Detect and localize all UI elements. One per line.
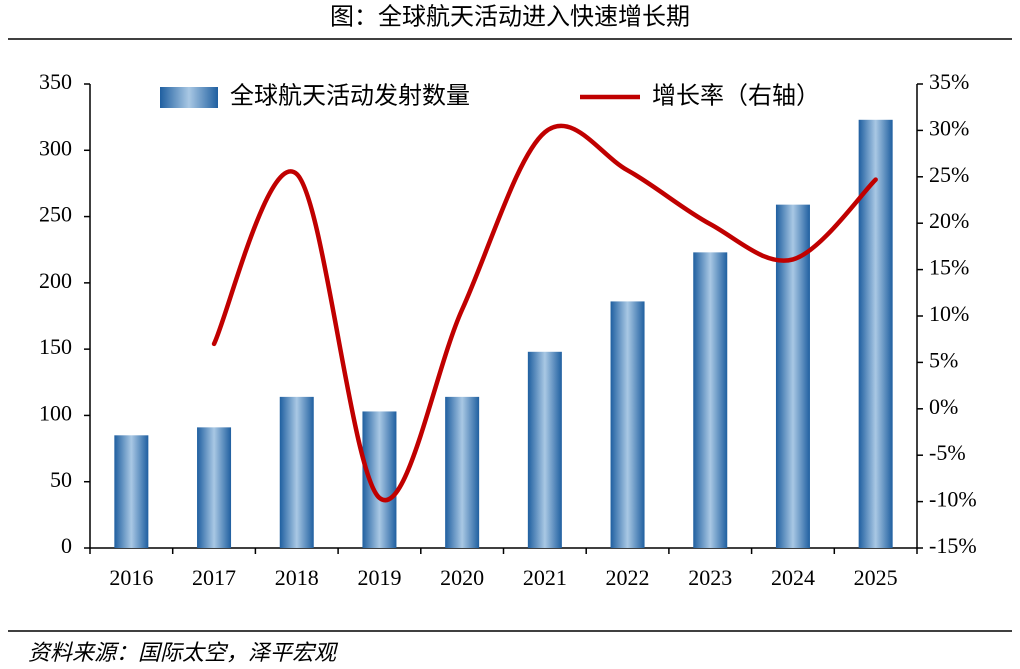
chart-title: 图：全球航天活动进入快速增长期: [330, 4, 690, 31]
bar: [197, 427, 232, 548]
x-tick-label: 2017: [192, 565, 236, 590]
x-tick-label: 2023: [688, 565, 732, 590]
y-tick-label: 150: [39, 334, 72, 359]
x-tick-label: 2024: [771, 565, 815, 590]
bar: [693, 252, 728, 548]
bar: [527, 351, 562, 548]
y2-tick-label: -15%: [929, 533, 977, 558]
y2-tick-label: 35%: [929, 69, 969, 94]
source-note: 资料来源：国际太空，泽平宏观: [28, 640, 339, 665]
x-tick-label: 2025: [854, 565, 898, 590]
y-tick-label: 300: [39, 135, 72, 160]
x-tick-label: 2018: [275, 565, 319, 590]
y-tick-label: 200: [39, 268, 72, 293]
y-tick-label: 50: [50, 467, 72, 492]
bar: [858, 119, 893, 549]
y2-tick-label: 30%: [929, 115, 969, 140]
y2-tick-label: 5%: [929, 347, 958, 372]
legend-label: 增长率（右轴）: [652, 83, 820, 110]
y2-tick-label: 15%: [929, 255, 969, 280]
legend-swatch: [160, 87, 218, 108]
y-tick-label: 0: [61, 533, 72, 558]
y2-tick-label: 20%: [929, 208, 969, 233]
bar: [610, 301, 645, 548]
x-tick-label: 2020: [440, 565, 484, 590]
x-tick-label: 2022: [606, 565, 650, 590]
y-tick-label: 100: [39, 400, 72, 425]
legend-label: 全球航天活动发射数量: [230, 83, 470, 110]
y2-tick-label: 0%: [929, 394, 958, 419]
x-tick-label: 2019: [357, 565, 401, 590]
x-tick-label: 2021: [523, 565, 567, 590]
y2-tick-label: 25%: [929, 162, 969, 187]
bar: [445, 396, 480, 548]
growth-line: [211, 123, 878, 503]
bar: [114, 435, 149, 548]
y2-tick-label: -5%: [929, 440, 966, 465]
y2-tick-label: -10%: [929, 487, 977, 512]
y-tick-label: 350: [39, 69, 72, 94]
y-tick-label: 250: [39, 202, 72, 227]
bar: [279, 396, 314, 548]
x-tick-label: 2016: [109, 565, 153, 590]
y2-tick-label: 10%: [929, 301, 969, 326]
